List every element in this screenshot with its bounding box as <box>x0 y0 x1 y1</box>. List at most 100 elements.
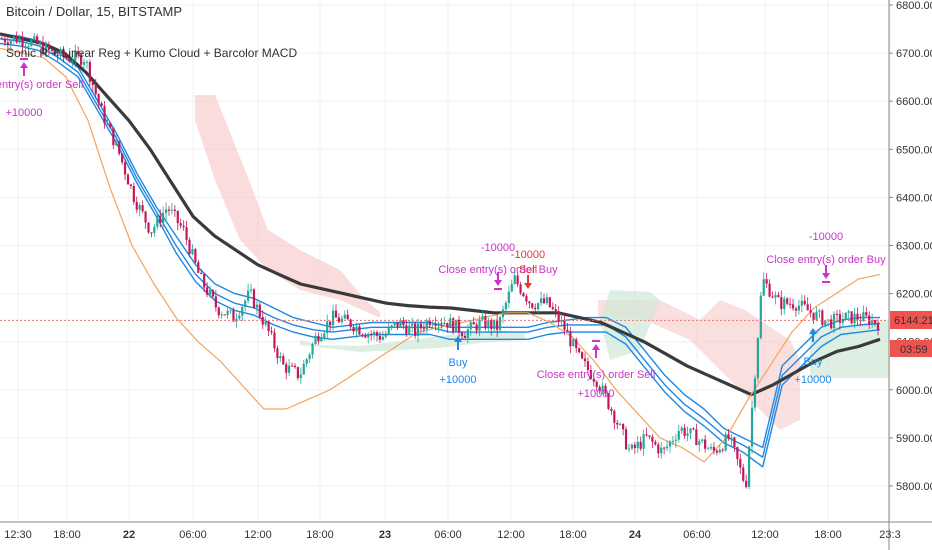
candle <box>437 321 440 333</box>
candle <box>838 309 842 330</box>
candle <box>850 311 853 325</box>
candle <box>372 329 376 340</box>
candle <box>33 33 36 42</box>
candle <box>138 202 141 217</box>
candle <box>282 353 285 365</box>
candle-body <box>627 448 631 450</box>
candle <box>416 318 420 343</box>
indicator-legend[interactable]: Sonic R + Linear Reg + Kumo Cloud + Barc… <box>6 46 298 60</box>
candle-body <box>62 49 65 57</box>
candle-body <box>38 42 42 45</box>
candle-body <box>326 321 329 334</box>
candle <box>557 306 560 326</box>
candle <box>355 322 358 339</box>
candle <box>334 304 338 318</box>
candle-body <box>329 321 332 326</box>
candle <box>217 306 220 319</box>
candle <box>50 49 53 53</box>
cloud-green-2 <box>600 290 660 360</box>
candle-body <box>481 316 484 320</box>
candle <box>701 438 704 444</box>
x-tick-label: 23:3 <box>879 529 900 541</box>
candle <box>501 305 505 323</box>
candle <box>241 305 244 322</box>
candle <box>639 436 642 451</box>
candle-body <box>580 352 584 359</box>
candle <box>59 46 62 60</box>
candle <box>575 337 578 353</box>
candle <box>428 317 431 329</box>
candle <box>24 42 27 54</box>
candle <box>856 307 859 326</box>
candle <box>267 320 270 337</box>
signal-close: Close entry(s) order Buy -10000 <box>438 242 558 290</box>
candle-body <box>299 374 302 379</box>
candle-body <box>94 84 97 95</box>
candle <box>173 205 176 217</box>
signal-label: Close entry(s) order Buy <box>438 264 558 276</box>
candle <box>771 291 774 299</box>
candle <box>164 202 168 220</box>
candle-body <box>293 365 297 368</box>
y-tick-label: 6500.00 <box>896 144 932 156</box>
candle-body <box>279 356 282 359</box>
candle-body <box>624 429 628 450</box>
candle <box>346 309 349 320</box>
candle-body <box>285 364 288 373</box>
candle <box>252 287 256 309</box>
candle <box>311 342 314 359</box>
candle <box>317 332 320 345</box>
candle-body <box>85 61 89 63</box>
candle <box>463 332 467 339</box>
candle <box>689 428 692 440</box>
symbol-title[interactable]: Bitcoin / Dollar, 15, BITSTAMP <box>6 4 183 19</box>
candle <box>774 291 777 305</box>
candle-body <box>765 279 768 284</box>
candle-body <box>238 315 241 319</box>
candle-body <box>762 279 765 296</box>
candle-body <box>844 312 847 320</box>
candle <box>188 237 191 258</box>
candle-body <box>247 290 250 301</box>
candle <box>583 352 587 368</box>
candle-body <box>519 284 522 294</box>
candle-body <box>308 354 311 360</box>
candle-body <box>551 307 554 310</box>
candle <box>197 259 200 273</box>
candle <box>47 41 50 56</box>
candle-body <box>789 303 792 305</box>
candle-body <box>288 365 291 373</box>
candle-body <box>639 441 642 449</box>
candle-body <box>745 480 748 487</box>
candle <box>384 330 387 339</box>
candle <box>361 333 364 338</box>
x-tick-label: 22 <box>123 529 135 541</box>
candle-body <box>569 331 572 347</box>
candles <box>0 31 880 490</box>
candle <box>18 34 21 44</box>
candle <box>674 433 677 448</box>
candle-body <box>671 441 675 443</box>
candle-body <box>786 298 789 304</box>
candle <box>457 315 461 338</box>
candle-body <box>0 38 4 40</box>
candle-body <box>534 307 537 310</box>
candle-body <box>510 284 513 292</box>
candle-body <box>756 338 759 379</box>
candle-body <box>173 209 176 211</box>
candle <box>378 331 382 343</box>
candle <box>314 332 317 345</box>
candle-body <box>97 94 100 104</box>
x-tick-label: 12:00 <box>497 529 525 541</box>
candle-body <box>633 444 636 449</box>
candle <box>352 325 355 336</box>
signal-qty: +10000 <box>439 374 476 386</box>
candle <box>539 291 543 306</box>
candle <box>302 359 305 375</box>
candle <box>200 269 203 275</box>
candle-body <box>126 174 130 185</box>
candle-body <box>774 294 777 298</box>
x-tick-label: 18:00 <box>559 529 587 541</box>
candle-body <box>780 297 783 309</box>
